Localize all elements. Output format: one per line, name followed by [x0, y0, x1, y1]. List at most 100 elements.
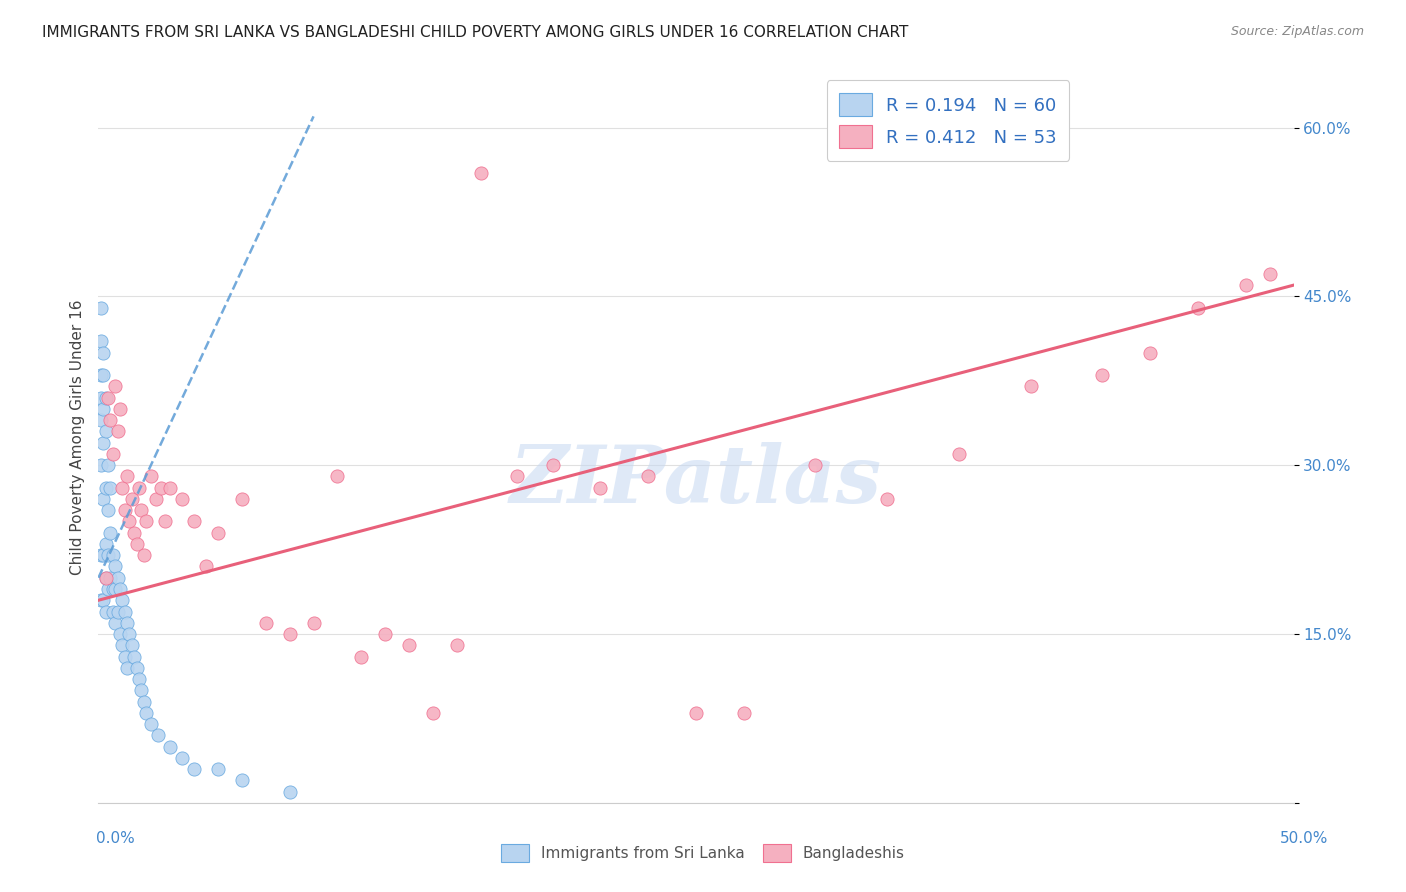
Point — [139, 717, 162, 731]
Point — [422, 706, 444, 720]
Point — [94, 571, 117, 585]
Point — [90, 391, 112, 405]
Text: 50.0%: 50.0% — [1281, 831, 1329, 846]
Point — [131, 503, 153, 517]
Point — [446, 638, 468, 652]
Point — [1091, 368, 1114, 383]
Point — [94, 391, 117, 405]
Point — [124, 649, 146, 664]
Point — [90, 368, 112, 383]
Point — [101, 605, 124, 619]
Text: 0.0%: 0.0% — [96, 831, 135, 846]
Point — [98, 413, 122, 427]
Point — [111, 481, 134, 495]
Point — [107, 425, 129, 439]
Point — [111, 638, 134, 652]
Point — [94, 605, 117, 619]
Point — [135, 515, 157, 529]
Point — [104, 615, 127, 630]
Point — [506, 469, 529, 483]
Point — [98, 571, 122, 585]
Point — [115, 469, 138, 483]
Point — [125, 661, 148, 675]
Point — [155, 515, 177, 529]
Point — [114, 649, 136, 664]
Point — [121, 491, 143, 506]
Point — [172, 751, 194, 765]
Point — [107, 605, 129, 619]
Point — [111, 593, 134, 607]
Legend: R = 0.194   N = 60, R = 0.412   N = 53: R = 0.194 N = 60, R = 0.412 N = 53 — [827, 80, 1070, 161]
Point — [97, 582, 120, 596]
Text: IMMIGRANTS FROM SRI LANKA VS BANGLADESHI CHILD POVERTY AMONG GIRLS UNDER 16 CORR: IMMIGRANTS FROM SRI LANKA VS BANGLADESHI… — [42, 25, 908, 40]
Point — [90, 593, 112, 607]
Point — [97, 548, 120, 562]
Point — [118, 515, 141, 529]
Point — [254, 615, 277, 630]
Text: ZIPatlas: ZIPatlas — [510, 442, 882, 520]
Point — [104, 559, 127, 574]
Point — [326, 469, 349, 483]
Point — [132, 694, 155, 708]
Point — [118, 627, 141, 641]
Point — [278, 627, 301, 641]
Point — [685, 706, 707, 720]
Point — [91, 401, 114, 416]
Point — [231, 773, 253, 788]
Point — [350, 649, 373, 664]
Point — [207, 762, 229, 776]
Point — [131, 683, 153, 698]
Point — [91, 593, 114, 607]
Point — [207, 525, 229, 540]
Point — [94, 537, 117, 551]
Point — [108, 401, 131, 416]
Point — [104, 379, 127, 393]
Point — [115, 661, 138, 675]
Point — [90, 413, 112, 427]
Point — [121, 638, 143, 652]
Point — [108, 582, 131, 596]
Point — [804, 458, 827, 473]
Point — [104, 582, 127, 596]
Point — [195, 559, 218, 574]
Point — [90, 334, 112, 349]
Point — [108, 627, 131, 641]
Point — [101, 582, 124, 596]
Point — [91, 368, 114, 383]
Point — [91, 435, 114, 450]
Point — [1139, 345, 1161, 359]
Point — [91, 491, 114, 506]
Point — [91, 345, 114, 359]
Point — [541, 458, 564, 473]
Point — [1019, 379, 1042, 393]
Y-axis label: Child Poverty Among Girls Under 16: Child Poverty Among Girls Under 16 — [69, 300, 84, 574]
Point — [302, 615, 325, 630]
Point — [97, 503, 120, 517]
Point — [1258, 267, 1281, 281]
Point — [159, 481, 181, 495]
Point — [1187, 301, 1209, 315]
Point — [107, 571, 129, 585]
Point — [145, 491, 167, 506]
Point — [278, 784, 301, 798]
Point — [132, 548, 155, 562]
Point — [876, 491, 898, 506]
Point — [1234, 278, 1257, 293]
Point — [470, 166, 492, 180]
Point — [124, 525, 146, 540]
Point — [94, 571, 117, 585]
Point — [90, 458, 112, 473]
Point — [733, 706, 755, 720]
Point — [128, 672, 150, 686]
Point — [149, 481, 172, 495]
Point — [125, 537, 148, 551]
Point — [101, 548, 124, 562]
Point — [115, 615, 138, 630]
Point — [97, 458, 120, 473]
Text: Source: ZipAtlas.com: Source: ZipAtlas.com — [1230, 25, 1364, 38]
Point — [231, 491, 253, 506]
Point — [91, 548, 114, 562]
Point — [589, 481, 612, 495]
Point — [159, 739, 181, 754]
Point — [135, 706, 157, 720]
